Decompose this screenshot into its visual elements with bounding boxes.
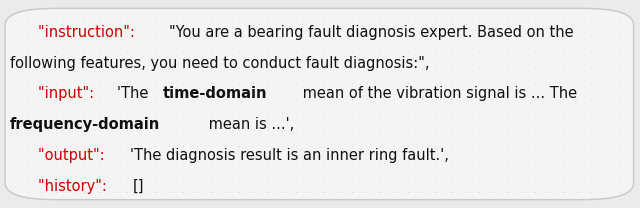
- Text: 'The diagnosis result is an inner ring fault.',: 'The diagnosis result is an inner ring f…: [131, 148, 449, 163]
- Text: mean is ...',: mean is ...',: [204, 117, 294, 132]
- Text: "instruction":: "instruction":: [38, 25, 140, 40]
- Text: []: []: [133, 179, 145, 194]
- Text: "output":: "output":: [38, 148, 109, 163]
- Text: time-domain: time-domain: [163, 86, 268, 101]
- Text: following features, you need to conduct fault diagnosis:",: following features, you need to conduct …: [10, 56, 429, 71]
- Text: "input":: "input":: [38, 86, 99, 101]
- Text: mean of the vibration signal is ... The: mean of the vibration signal is ... The: [298, 86, 577, 101]
- Text: 'The: 'The: [116, 86, 153, 101]
- Text: frequency-domain: frequency-domain: [10, 117, 161, 132]
- FancyBboxPatch shape: [5, 8, 634, 200]
- Text: "You are a bearing fault diagnosis expert. Based on the: "You are a bearing fault diagnosis exper…: [170, 25, 574, 40]
- Text: "history":: "history":: [38, 179, 112, 194]
